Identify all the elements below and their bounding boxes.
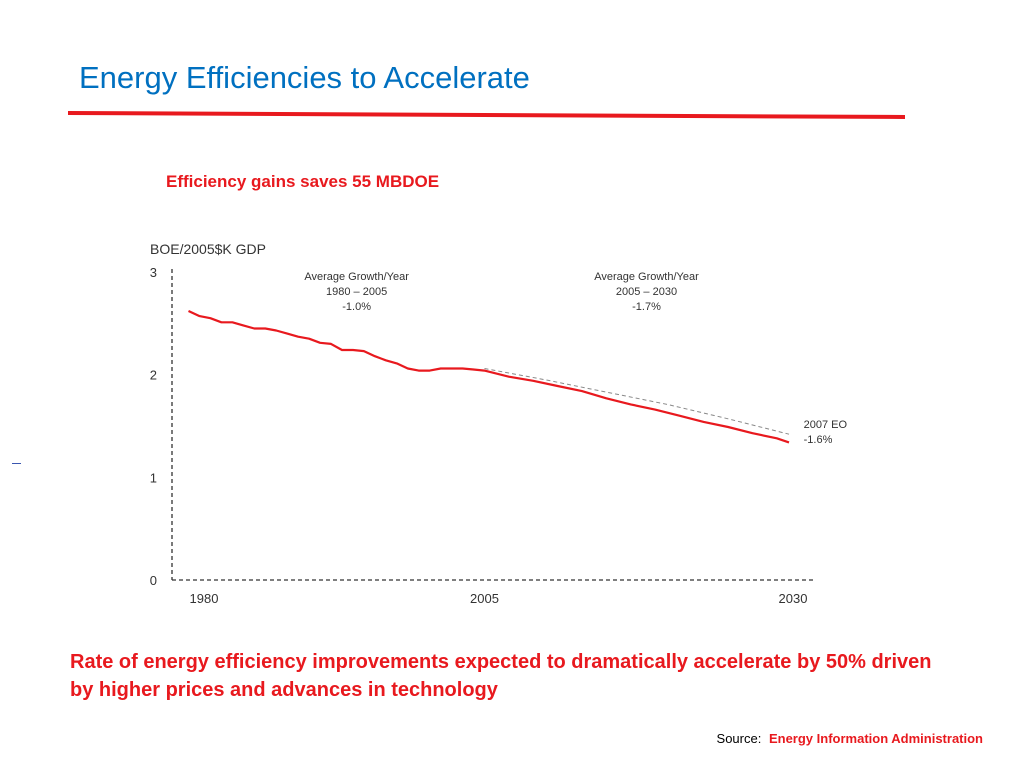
title-rule (67, 111, 906, 119)
y-tick-label: 3 (150, 265, 157, 280)
x-tick-label: 1980 (190, 591, 219, 606)
y-tick-label: 1 (150, 470, 157, 485)
annotation-line: Average Growth/Year (304, 271, 409, 283)
annotation-line: 2005 – 2030 (616, 286, 677, 298)
annotation-line: -1.6% (804, 434, 833, 446)
y-tick-label: 2 (150, 368, 157, 383)
chart-axes (171, 269, 815, 581)
annotation-line: -1.0% (342, 301, 371, 313)
source-name: Energy Information Administration (768, 731, 983, 746)
series-line-efficiency (188, 310, 790, 444)
y-tick-label: 0 (150, 573, 157, 588)
series-line-2007-eo (484, 368, 790, 435)
annotation-line: 1980 – 2005 (326, 286, 387, 298)
y-axis-label: BOE/2005$K GDP (150, 241, 266, 257)
annotation-line: Average Growth/Year (594, 271, 699, 283)
efficiency-line-chart: 0 1 2 3 1980 2005 2030 BOE/2005$K GDP Average Gr… (150, 241, 848, 606)
annotation-line: 2007 EO (804, 419, 848, 431)
x-tick-label: 2030 (779, 591, 808, 606)
labels-layer: 0 1 2 3 1980 2005 2030 BOE/2005$K GDP Average Gr… (150, 241, 848, 606)
annotation-line: -1.7% (632, 301, 661, 313)
chart-annotation: Average Growth/Year 2005 – 2030 -1.7% (594, 271, 699, 313)
source-label: Source: (716, 731, 762, 746)
chart-subtitle: Efficiency gains saves 55 MBDOE (166, 172, 440, 191)
chart-annotation: 2007 EO -1.6% (804, 419, 848, 446)
side-marker (12, 463, 21, 464)
slide-title: Energy Efficiencies to Accelerate (79, 60, 530, 95)
chart-annotation: Average Growth/Year 1980 – 2005 -1.0% (304, 271, 409, 313)
summary-caption: Rate of energy efficiency improvements e… (70, 651, 932, 701)
series-layer (188, 310, 790, 444)
source-note: Source: Energy Information Administratio… (717, 731, 983, 746)
x-tick-label: 2005 (470, 591, 499, 606)
